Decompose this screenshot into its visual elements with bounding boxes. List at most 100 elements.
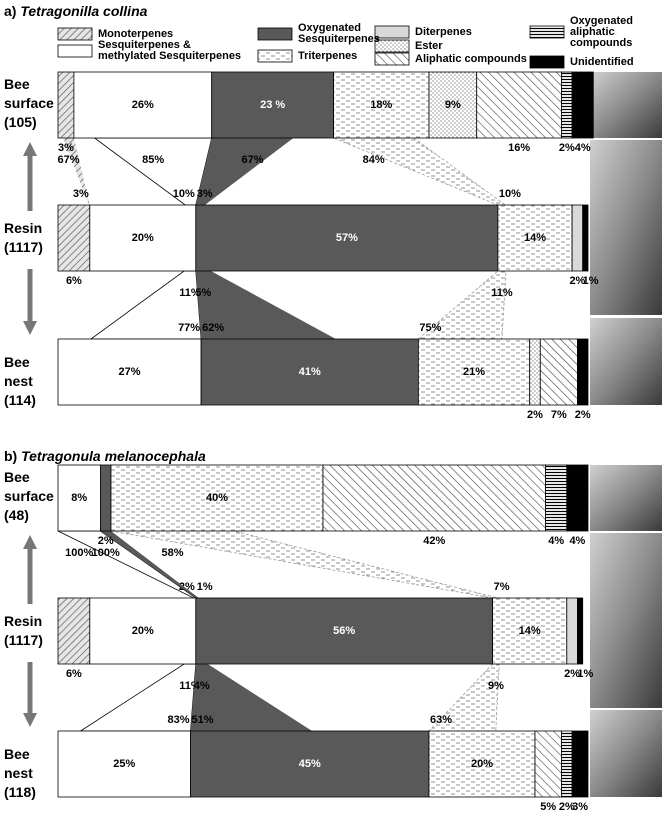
value-label: 9% — [445, 99, 461, 111]
value-label: 1% — [577, 668, 593, 680]
legend-swatch — [257, 49, 293, 63]
value-label: 6% — [66, 275, 82, 287]
value-label: 42% — [423, 535, 445, 547]
bar-segment — [566, 464, 589, 532]
bar-segment — [57, 464, 101, 532]
bar-segment — [57, 730, 191, 798]
value-label: 21% — [463, 366, 485, 378]
flow-label: 100% — [92, 547, 120, 559]
value-label: 4% — [569, 535, 585, 547]
legend-label: Unidentified — [570, 55, 634, 68]
value-label: 40% — [206, 492, 228, 504]
legend-swatch — [374, 39, 410, 53]
flow-label: 11% — [491, 287, 513, 299]
flow-label: 7% — [494, 581, 510, 593]
arrow-head — [23, 142, 37, 156]
photo — [590, 72, 662, 138]
flow-label: 10% — [173, 188, 195, 200]
flow-label: 3% — [73, 188, 89, 200]
legend-swatch — [374, 25, 410, 39]
photo — [590, 710, 662, 797]
bar-segment — [322, 464, 547, 532]
bar-segment — [571, 730, 589, 798]
flow-label: 67% — [242, 154, 264, 166]
bar-segment — [476, 71, 562, 139]
panel-species: Tetragonilla collina — [20, 3, 148, 19]
bar-segment — [89, 597, 197, 665]
value-label: 45% — [299, 758, 321, 770]
flow — [195, 138, 294, 205]
legend-swatch — [529, 55, 565, 69]
flow-label: 51% — [192, 714, 214, 726]
value-label: 18% — [370, 99, 392, 111]
value-label: 27% — [119, 366, 141, 378]
legend-swatch — [57, 27, 93, 41]
row-label: Resin (1117) — [4, 220, 43, 255]
flow-label: 63% — [430, 714, 452, 726]
flow-label: 75% — [419, 322, 441, 334]
flow — [190, 664, 313, 731]
panel-label: b) — [4, 448, 18, 464]
row-label: Resin (1117) — [4, 613, 43, 648]
bar-segment — [582, 204, 589, 272]
bar-segment — [539, 338, 578, 406]
legend-swatch — [529, 25, 565, 39]
bar-segment — [57, 338, 202, 406]
arrow-head — [23, 321, 37, 335]
flow — [333, 137, 507, 206]
legend-label: Diterpenes — [415, 25, 472, 38]
value-label: 57% — [336, 232, 358, 244]
bar-segment — [57, 204, 91, 272]
value-label: 20% — [132, 625, 154, 637]
flow-label: 67% — [58, 154, 80, 166]
value-label: 2% — [569, 275, 585, 287]
value-label: 6% — [66, 668, 82, 680]
panel-species: Tetragonula melanocephala — [21, 448, 206, 464]
bar-segment — [571, 71, 594, 139]
flow-label: 84% — [363, 154, 385, 166]
flow-label: 2% — [179, 581, 195, 593]
value-label: 23 % — [260, 99, 285, 111]
value-label: 2% — [98, 535, 114, 547]
value-label: 2% — [527, 409, 543, 421]
legend-swatch — [257, 27, 293, 41]
flow — [100, 531, 199, 598]
arrow-head — [23, 535, 37, 549]
value-label: 41% — [299, 366, 321, 378]
bar-segment — [577, 597, 584, 665]
flow-label: 4% — [194, 680, 210, 692]
value-label: 16% — [508, 142, 530, 154]
value-label: 20% — [471, 758, 493, 770]
value-label: 14% — [519, 625, 541, 637]
bar-segment — [545, 464, 568, 532]
row-label: Bee nest (114) — [4, 354, 36, 408]
bar-segment — [190, 730, 430, 798]
bar-segment — [200, 338, 419, 406]
bar-segment — [529, 338, 541, 406]
value-label: 14% — [524, 232, 546, 244]
legend-label: Oxygenated Sesquiterpenes — [298, 22, 380, 45]
value-label: 5% — [540, 801, 556, 813]
flow — [428, 663, 500, 732]
legend-label: Triterpenes — [298, 49, 358, 62]
bar-segment — [534, 730, 562, 798]
value-label: 2% — [559, 801, 575, 813]
photo — [590, 318, 662, 405]
value-label: 56% — [333, 625, 355, 637]
value-label: 20% — [132, 232, 154, 244]
flow-label: 58% — [161, 547, 183, 559]
flow-label: 11% — [179, 287, 201, 299]
legend-label: Sesquiterpenes & methylated Sesquiterpen… — [98, 39, 242, 62]
value-label: 25% — [113, 758, 135, 770]
bar-segment — [571, 204, 584, 272]
photo — [590, 140, 662, 315]
bar-segment — [497, 204, 573, 272]
bar-segment — [417, 338, 531, 406]
bar-segment — [561, 730, 573, 798]
bar-segment — [566, 597, 578, 665]
value-label: 3% — [572, 801, 588, 813]
bar-segment — [89, 204, 197, 272]
value-label: 2% — [564, 668, 580, 680]
value-label: 26% — [132, 99, 154, 111]
